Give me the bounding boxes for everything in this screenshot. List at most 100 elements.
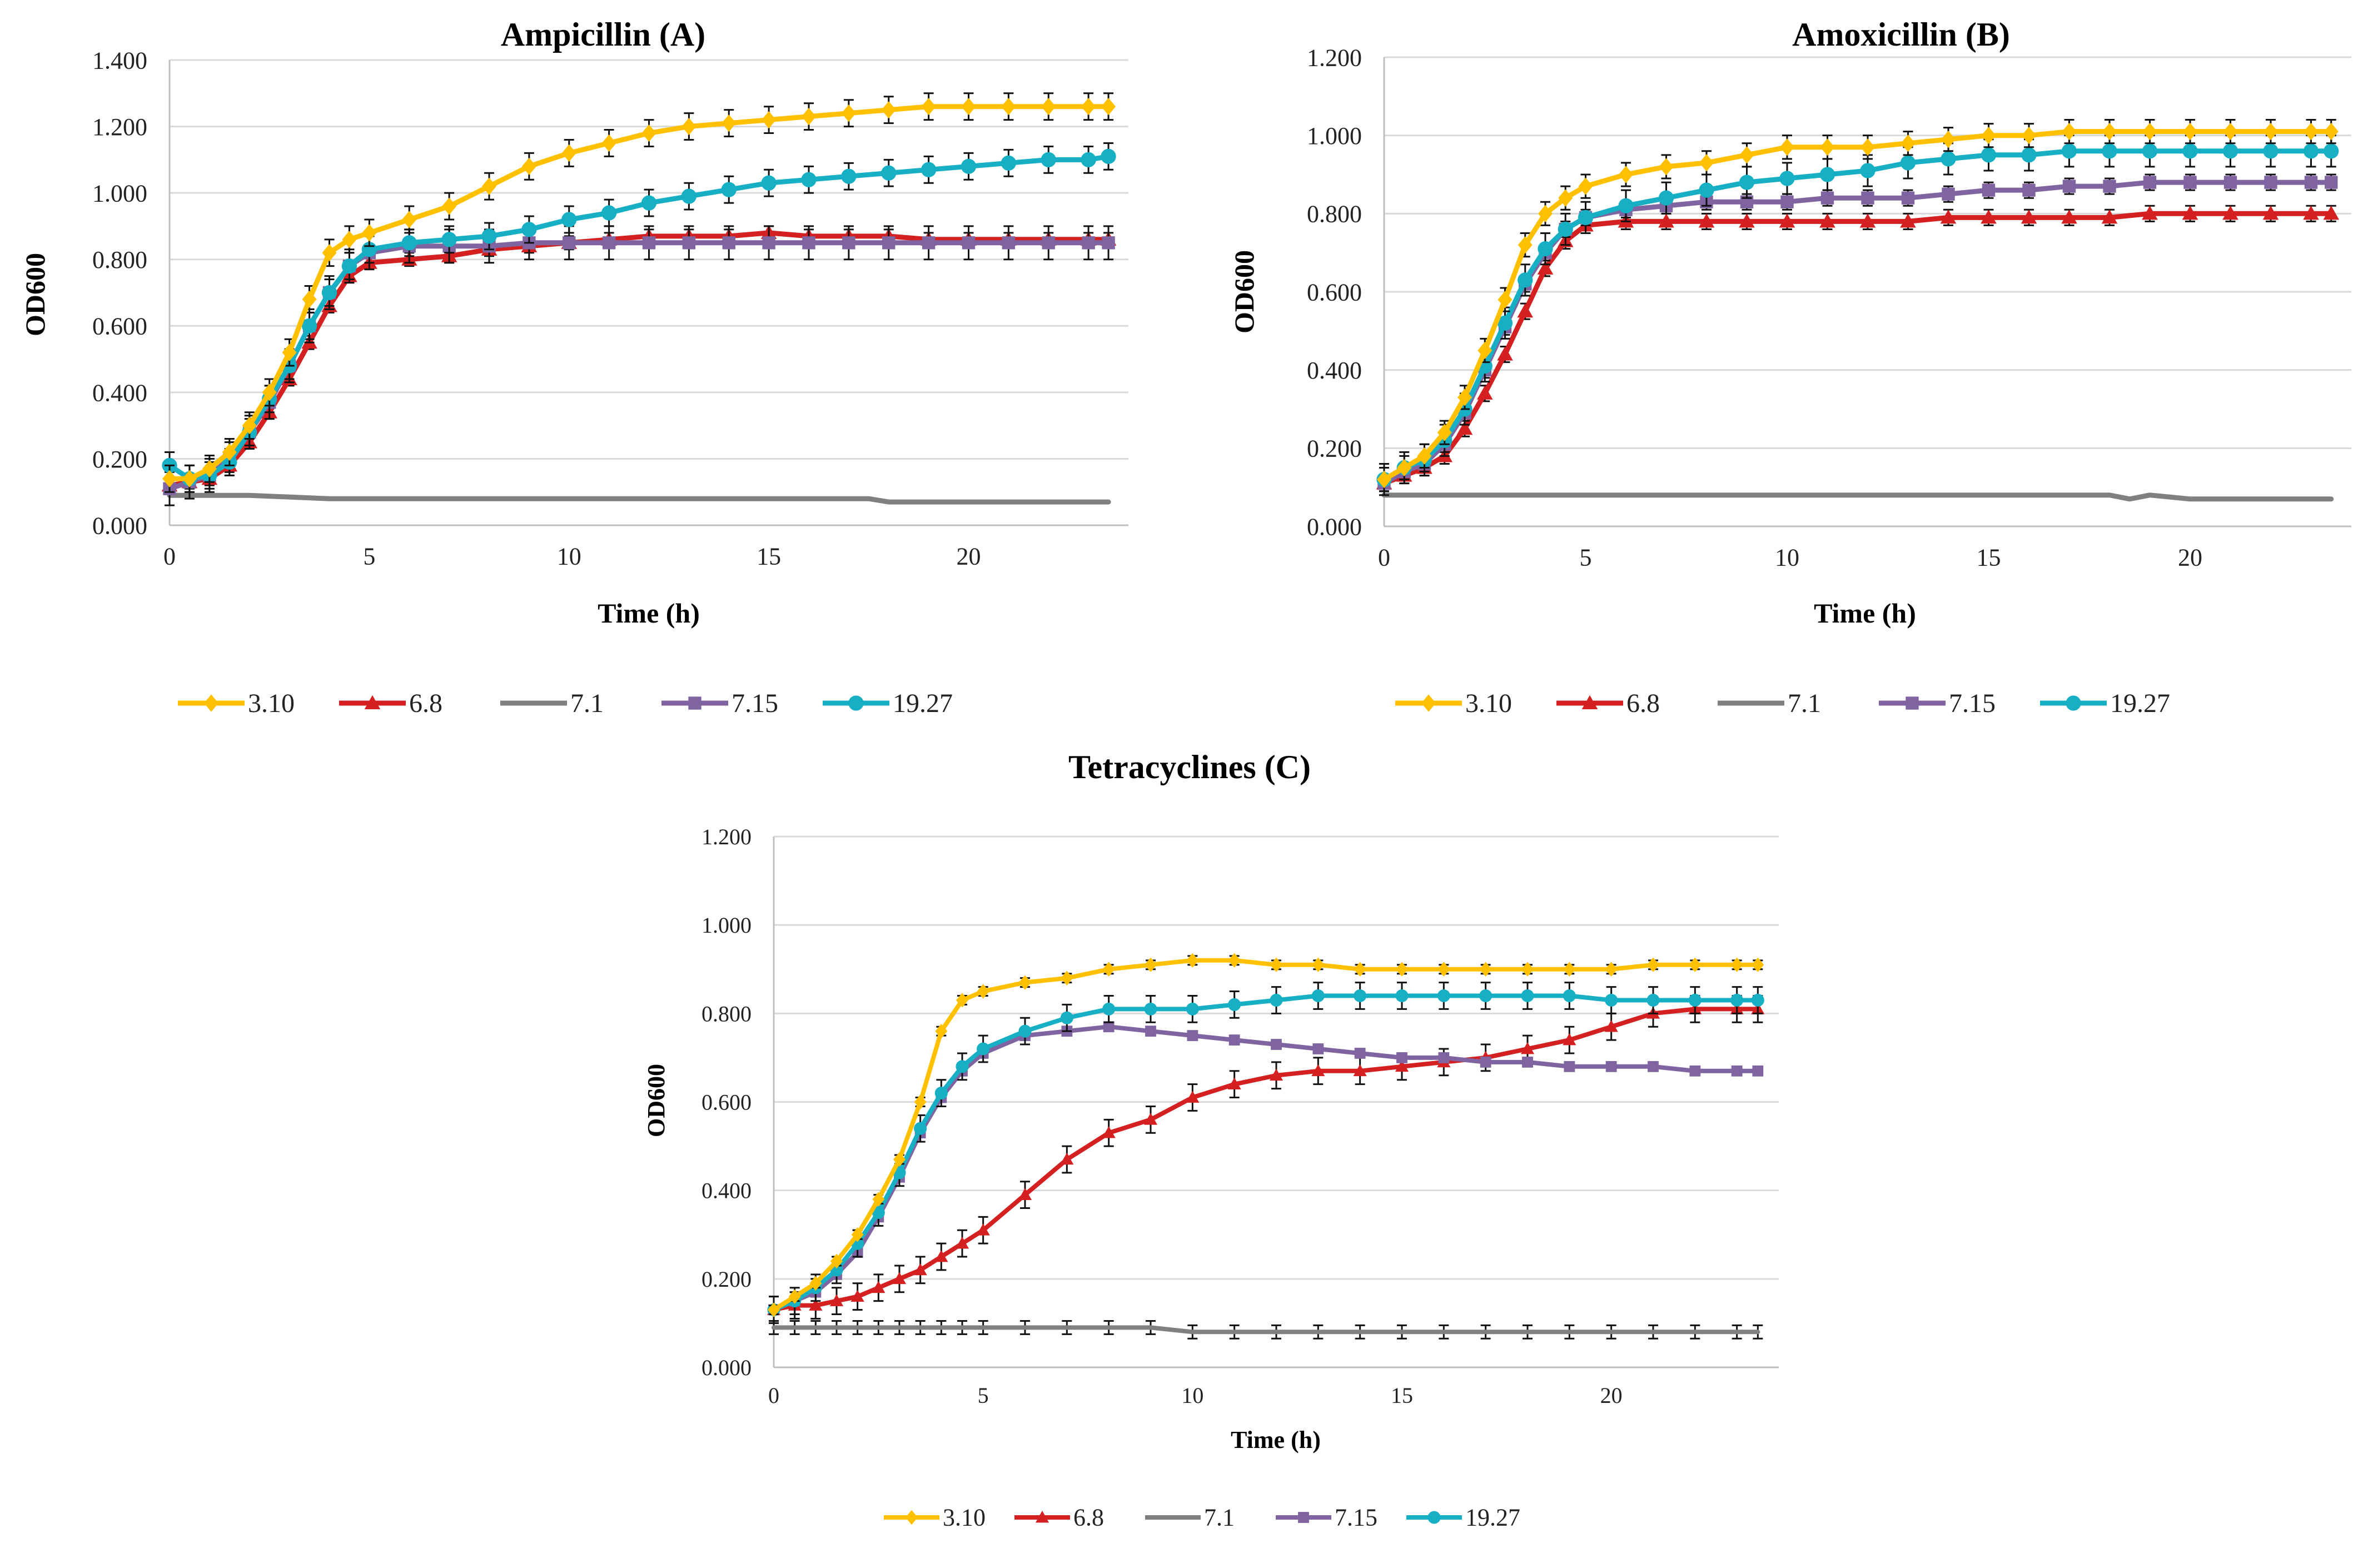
data-point <box>1186 1002 1199 1016</box>
data-point <box>1859 213 1876 228</box>
data-point <box>1002 236 1016 250</box>
legend: 3.10 6.8 7.1 7.15 19.27 <box>884 1504 1520 1531</box>
data-point <box>1101 98 1116 116</box>
data-point <box>2222 206 2238 220</box>
data-point <box>829 1294 844 1306</box>
data-point <box>1605 962 1618 977</box>
series-line <box>772 1007 1760 1312</box>
data-point <box>2182 206 2198 220</box>
data-point <box>2022 183 2036 197</box>
data-point <box>1270 957 1282 972</box>
y-tick-label: 1.000 <box>702 913 752 938</box>
legend-item-3-10: 3.10 <box>1395 689 1512 718</box>
data-point <box>1395 1059 1409 1072</box>
data-point <box>362 224 377 242</box>
data-point <box>1730 993 1744 1007</box>
data-point <box>563 236 576 250</box>
legend-item-19-27: 19.27 <box>823 689 953 718</box>
legend-item-7-15: 7.15 <box>661 689 778 718</box>
y-tick-labels: 0.000 0.200 0.400 0.600 0.800 1.000 1.200 1.400 <box>92 47 147 539</box>
data-point <box>222 443 237 461</box>
legend-item-6-8: 6.8 <box>1556 689 1660 718</box>
data-point <box>1377 471 1391 489</box>
legend-item-7-15: 7.15 <box>1276 1504 1377 1531</box>
legend-item-7-1: 7.1 <box>500 689 604 718</box>
data-point <box>1739 213 1755 228</box>
data-point <box>1081 98 1096 116</box>
y-tick-label: 1.200 <box>1307 44 1362 71</box>
data-point <box>1646 993 1660 1007</box>
data-point <box>1042 236 1055 250</box>
data-point <box>872 1206 885 1219</box>
data-point <box>921 98 936 116</box>
data-point <box>1605 993 1618 1007</box>
data-point <box>1041 98 1056 116</box>
data-point <box>2182 143 2198 159</box>
data-point <box>1520 1042 1535 1054</box>
data-point <box>322 244 337 262</box>
data-point <box>2304 123 2319 141</box>
y-tick-label: 0.600 <box>702 1090 752 1115</box>
series-group <box>1376 119 2340 502</box>
data-point <box>841 104 856 122</box>
data-point <box>1901 135 1916 152</box>
legend-item-7-15: 7.15 <box>1879 689 1996 718</box>
y-tick-label: 0.800 <box>1307 201 1362 228</box>
data-point <box>1417 447 1432 465</box>
data-point <box>1186 1091 1200 1103</box>
series-3-10 <box>768 953 1764 1317</box>
data-point <box>1018 1024 1032 1038</box>
data-point <box>955 1237 969 1249</box>
data-point <box>1779 171 1795 186</box>
data-point <box>1688 993 1702 1007</box>
data-point <box>2223 123 2238 141</box>
data-point <box>1538 205 1553 222</box>
data-point <box>961 158 977 174</box>
legend-marker <box>1427 1511 1441 1524</box>
legend-label: 19.27 <box>893 689 953 718</box>
data-point <box>301 318 317 333</box>
data-point <box>242 417 257 435</box>
data-point <box>2324 143 2339 159</box>
legend-label: 7.1 <box>570 689 604 718</box>
series-line <box>167 153 1111 481</box>
y-axis-label: OD600 <box>643 1064 670 1137</box>
data-point <box>682 236 696 250</box>
data-point <box>1901 191 1915 205</box>
data-point <box>1312 1043 1324 1054</box>
data-point <box>561 212 577 227</box>
data-point <box>2021 210 2037 224</box>
data-point <box>1353 1064 1367 1077</box>
data-point <box>1102 1002 1116 1016</box>
data-point <box>2325 176 2338 189</box>
chart-amoxicillin: Amoxicillin (B) OD600 Time (h) 0.000 0.20… <box>1228 16 2351 718</box>
data-point <box>1517 303 1534 318</box>
data-point <box>1819 167 1835 182</box>
data-point <box>721 182 737 197</box>
data-point <box>342 231 357 248</box>
legend-label: 3.10 <box>943 1504 986 1531</box>
series-6-8 <box>161 225 1117 493</box>
data-point <box>1739 175 1755 190</box>
data-point <box>2303 143 2319 159</box>
x-axis-label: Time (h) <box>1231 1426 1321 1453</box>
data-point <box>1689 957 1702 972</box>
legend-item-6-8: 6.8 <box>339 689 442 718</box>
series-7-1 <box>769 1320 1763 1340</box>
data-point <box>1354 962 1366 977</box>
y-tick-label: 1.200 <box>702 824 752 849</box>
data-point <box>1820 138 1835 156</box>
legend-label: 7.15 <box>732 689 778 718</box>
data-point <box>1018 1188 1032 1200</box>
x-tick-labels: 0 5 10 15 20 <box>768 1383 1623 1408</box>
data-point <box>1648 1061 1659 1072</box>
x-tick-label: 0 <box>163 542 176 570</box>
y-tick-label: 0.000 <box>92 512 147 539</box>
data-point <box>1082 236 1095 250</box>
data-point <box>1457 389 1472 406</box>
data-point <box>956 993 968 1008</box>
legend-marker <box>364 695 381 710</box>
data-point <box>1271 1039 1282 1050</box>
legend-marker <box>848 695 864 711</box>
